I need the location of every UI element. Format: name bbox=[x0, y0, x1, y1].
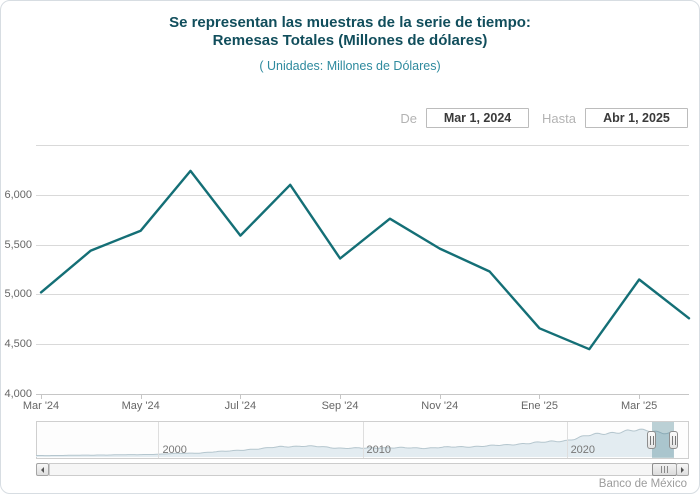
y-axis-label: 4,500 bbox=[4, 338, 32, 351]
date-range-controls: De Hasta bbox=[400, 108, 688, 128]
chart-header: Se representan las muestras de la serie … bbox=[1, 14, 699, 73]
scrollbar-right-button[interactable] bbox=[676, 463, 689, 476]
x-axis-label: Nov '24 bbox=[421, 400, 459, 412]
arrow-right-icon bbox=[681, 466, 687, 473]
x-axis-line bbox=[36, 394, 689, 395]
navigator-selection[interactable] bbox=[651, 422, 674, 458]
remesas-series-line bbox=[39, 169, 691, 351]
y-gridline bbox=[36, 244, 689, 246]
x-axis-tick bbox=[41, 394, 42, 399]
navigator-gridline bbox=[158, 422, 160, 458]
x-axis-tick bbox=[240, 394, 242, 399]
navigator-handle-left[interactable] bbox=[647, 431, 657, 449]
x-axis-label: Mar '25 bbox=[620, 400, 658, 412]
scrollbar-track[interactable] bbox=[49, 463, 676, 476]
x-axis-label: Ene '25 bbox=[520, 400, 558, 412]
y-gridline bbox=[36, 194, 689, 196]
y-axis-label: 5,500 bbox=[4, 238, 32, 251]
y-gridline bbox=[36, 294, 689, 296]
chart-title-line2: Remesas Totales (Millones de dólares) bbox=[212, 32, 488, 49]
scrollbar-thumb[interactable] bbox=[651, 463, 677, 476]
chart-title: Se representan las muestras de la serie … bbox=[1, 14, 699, 50]
x-axis-tick bbox=[340, 394, 342, 399]
x-axis-tick bbox=[439, 394, 441, 399]
x-axis-tick bbox=[539, 394, 541, 399]
navigator-year-label: 2010 bbox=[366, 444, 391, 456]
x-axis-label: May '24 bbox=[121, 400, 160, 412]
date-to-input[interactable] bbox=[585, 108, 688, 128]
y-axis-label: 6,000 bbox=[4, 188, 32, 201]
scrollbar bbox=[36, 463, 689, 476]
navigator-year-label: 2000 bbox=[162, 444, 187, 456]
date-from-label: De bbox=[400, 110, 418, 126]
y-axis-label: 5,000 bbox=[4, 288, 32, 301]
x-axis-tick bbox=[639, 394, 641, 399]
chart-subtitle: ( Unidades: Millones de Dólares) bbox=[259, 59, 441, 73]
x-axis-label: Mar '24 bbox=[22, 400, 60, 412]
date-to-label: Hasta bbox=[542, 110, 576, 126]
navigator-year-label: 2020 bbox=[570, 444, 596, 456]
chart-title-line1: Se representan las muestras de la serie … bbox=[169, 14, 531, 31]
date-from-input[interactable] bbox=[426, 108, 530, 128]
navigator-gridline bbox=[362, 422, 364, 458]
navigator-area-fill bbox=[36, 429, 674, 457]
y-gridline bbox=[36, 145, 689, 146]
navigator-handle-right[interactable] bbox=[669, 431, 679, 449]
x-axis-label: Jul '24 bbox=[224, 400, 257, 412]
source-credit: Banco de México bbox=[598, 478, 687, 490]
y-gridline bbox=[36, 344, 689, 346]
arrow-left-icon bbox=[38, 466, 44, 473]
navigator-gridline bbox=[566, 422, 568, 458]
x-axis-label: Sep '24 bbox=[321, 400, 359, 412]
y-axis-label: 4,000 bbox=[4, 388, 32, 400]
x-axis-tick bbox=[140, 394, 142, 399]
scrollbar-left-button[interactable] bbox=[36, 463, 49, 476]
